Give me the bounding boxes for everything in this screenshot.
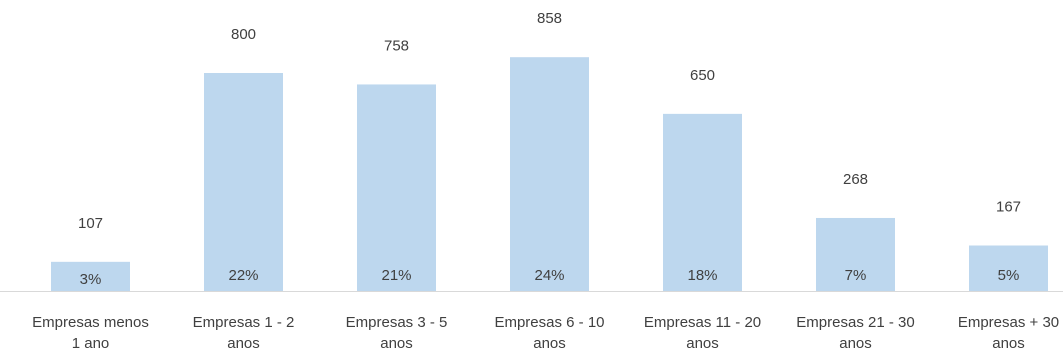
- bar: [816, 217, 895, 291]
- value-label: 858: [537, 10, 562, 27]
- category-label: 1 ano: [72, 335, 110, 352]
- bar: [204, 73, 283, 291]
- category-label: Empresas + 30: [958, 314, 1059, 331]
- category-label: anos: [686, 335, 719, 352]
- bar: [51, 261, 130, 291]
- value-label: 167: [996, 198, 1021, 215]
- category-label: Empresas 6 - 10: [494, 314, 604, 331]
- bar: [357, 84, 436, 291]
- category-label: anos: [380, 335, 413, 352]
- value-label: 800: [231, 26, 256, 43]
- bars-group: [51, 57, 1048, 291]
- category-label: Empresas menos: [32, 314, 149, 331]
- category-label: anos: [227, 335, 260, 352]
- labels-group: 107 3% Empresas menos 1 ano 800 22% Empresas 1…: [32, 10, 1059, 352]
- category-label: Empresas 21 - 30: [796, 314, 914, 331]
- percent-label: 21%: [381, 267, 411, 284]
- percent-label: 18%: [687, 267, 717, 284]
- value-label: 107: [78, 215, 103, 232]
- category-label: anos: [839, 335, 872, 352]
- percent-label: 7%: [845, 267, 867, 284]
- category-label: Empresas 11 - 20: [644, 314, 761, 331]
- category-label: anos: [533, 335, 566, 352]
- category-label: Empresas 3 - 5: [346, 314, 448, 331]
- value-label: 268: [843, 171, 868, 188]
- category-label: anos: [992, 335, 1025, 352]
- percent-label: 24%: [534, 267, 564, 284]
- value-label: 758: [384, 37, 409, 54]
- percent-label: 5%: [998, 267, 1020, 284]
- bar: [510, 57, 589, 291]
- bar: [969, 245, 1048, 291]
- percent-label: 3%: [80, 271, 102, 288]
- value-label: 650: [690, 67, 715, 84]
- percent-label: 22%: [228, 267, 258, 284]
- category-label: Empresas 1 - 2: [193, 314, 295, 331]
- bar: [663, 113, 742, 291]
